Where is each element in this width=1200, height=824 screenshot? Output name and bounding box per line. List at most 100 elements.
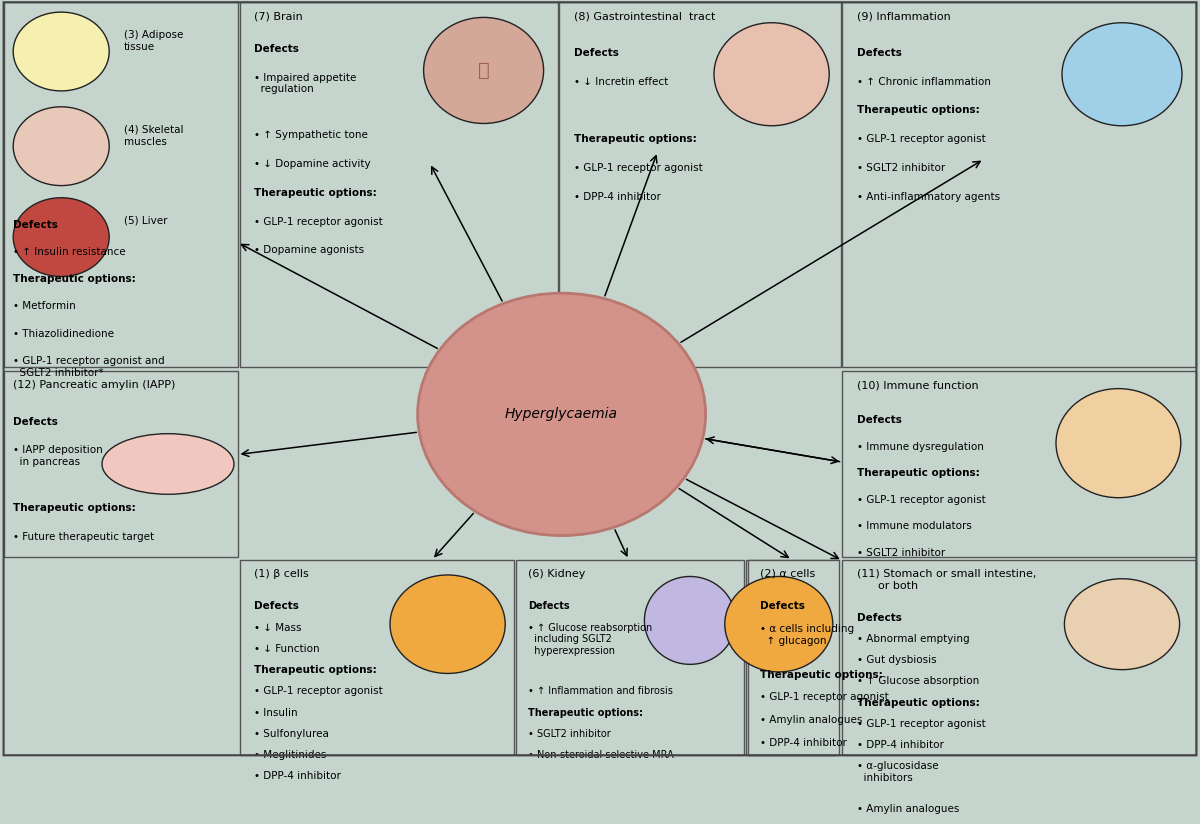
Text: • GLP-1 receptor agonist: • GLP-1 receptor agonist [574, 163, 702, 173]
Text: Defects: Defects [574, 48, 618, 58]
Text: 🧠: 🧠 [478, 61, 490, 80]
Text: • GLP-1 receptor agonist: • GLP-1 receptor agonist [857, 134, 985, 144]
Text: • Abnormal emptying: • Abnormal emptying [857, 634, 970, 644]
Text: • DPP-4 inhibitor: • DPP-4 inhibitor [760, 737, 846, 748]
Text: • Meglitinides: • Meglitinides [254, 750, 326, 760]
Text: (5) Liver: (5) Liver [124, 216, 167, 226]
Ellipse shape [644, 577, 736, 664]
Text: • Gut dysbiosis: • Gut dysbiosis [857, 655, 936, 665]
Text: Defects: Defects [857, 48, 901, 58]
Ellipse shape [725, 577, 833, 672]
Bar [240, 2, 558, 368]
Text: Therapeutic options:: Therapeutic options: [857, 468, 979, 478]
Text: • ↓ Mass: • ↓ Mass [254, 623, 302, 633]
Text: • Immune modulators: • Immune modulators [857, 522, 972, 531]
Text: • DPP-4 inhibitor: • DPP-4 inhibitor [857, 740, 943, 750]
Text: • Amylin analogues: • Amylin analogues [760, 715, 862, 725]
Text: • SGLT2 inhibitor: • SGLT2 inhibitor [857, 548, 946, 558]
Text: • Thiazolidinedione: • Thiazolidinedione [13, 329, 114, 339]
Text: • ↓ Dopamine activity: • ↓ Dopamine activity [254, 159, 371, 169]
Text: • Dopamine agonists: • Dopamine agonists [254, 246, 365, 255]
Text: Therapeutic options:: Therapeutic options: [857, 698, 979, 708]
Text: • Insulin: • Insulin [254, 708, 298, 718]
Text: Therapeutic options:: Therapeutic options: [13, 274, 136, 284]
Text: • ↑ Chronic inflammation: • ↑ Chronic inflammation [857, 77, 991, 87]
Ellipse shape [418, 293, 706, 536]
Text: • ↑ Inflammation and fibrosis: • ↑ Inflammation and fibrosis [528, 686, 673, 696]
Text: • Anti-inflammatory agents: • Anti-inflammatory agents [857, 192, 1000, 202]
Text: Defects: Defects [857, 613, 901, 623]
Ellipse shape [390, 575, 505, 673]
Text: • GLP-1 receptor agonist: • GLP-1 receptor agonist [857, 494, 985, 504]
Bar [240, 559, 514, 756]
Bar [746, 559, 836, 756]
Text: • α-glucosidase
  inhibitors: • α-glucosidase inhibitors [857, 761, 938, 783]
Bar [748, 559, 839, 756]
Ellipse shape [1056, 389, 1181, 498]
Text: Therapeutic options:: Therapeutic options: [254, 665, 377, 675]
Text: • Sulfonylurea: • Sulfonylurea [254, 728, 329, 739]
Text: (9) Inflammation: (9) Inflammation [857, 12, 950, 21]
Bar [842, 371, 1196, 557]
Bar [4, 371, 238, 557]
Text: (7) Brain: (7) Brain [254, 12, 304, 21]
Text: Therapeutic options:: Therapeutic options: [528, 708, 643, 718]
Text: Defects: Defects [857, 415, 901, 425]
Text: • Future therapeutic target: • Future therapeutic target [13, 531, 155, 542]
Ellipse shape [1062, 23, 1182, 126]
Text: Defects: Defects [13, 417, 58, 427]
Text: • Amylin analogues: • Amylin analogues [857, 803, 959, 814]
Ellipse shape [102, 433, 234, 494]
Text: • SGLT2 inhibitor: • SGLT2 inhibitor [857, 163, 946, 173]
Text: • ↑ Sympathetic tone: • ↑ Sympathetic tone [254, 130, 368, 140]
Text: Therapeutic options:: Therapeutic options: [857, 105, 979, 115]
Bar [559, 2, 841, 368]
Text: Therapeutic options:: Therapeutic options: [254, 188, 377, 198]
Ellipse shape [13, 12, 109, 91]
Text: Defects: Defects [13, 220, 58, 230]
Text: (8) Gastrointestinal  tract: (8) Gastrointestinal tract [574, 12, 715, 21]
Text: (1) β cells: (1) β cells [254, 569, 310, 579]
Text: (6) Kidney: (6) Kidney [528, 569, 586, 579]
Text: • ↑ Glucose absorption: • ↑ Glucose absorption [857, 677, 979, 686]
Text: • ↓ Function: • ↓ Function [254, 644, 320, 654]
Bar [842, 2, 1196, 368]
Bar [4, 2, 238, 368]
Text: Therapeutic options:: Therapeutic options: [574, 134, 696, 144]
Ellipse shape [13, 107, 109, 185]
Text: • GLP-1 receptor agonist: • GLP-1 receptor agonist [254, 686, 383, 696]
Text: • ↑ Insulin resistance: • ↑ Insulin resistance [13, 247, 126, 257]
Text: (4) Skeletal
muscles: (4) Skeletal muscles [124, 125, 184, 147]
Text: Defects: Defects [254, 602, 299, 611]
Ellipse shape [424, 17, 544, 124]
Bar [516, 559, 744, 756]
Text: • Metformin: • Metformin [13, 302, 76, 311]
Text: • SGLT2 inhibitor: • SGLT2 inhibitor [528, 728, 611, 739]
Text: (10) Immune function: (10) Immune function [857, 381, 978, 391]
Text: • GLP-1 receptor agonist and
  SGLT2 inhibitor*: • GLP-1 receptor agonist and SGLT2 inhib… [13, 356, 164, 377]
Text: (11) Stomach or small intestine,
      or both: (11) Stomach or small intestine, or both [857, 569, 1036, 591]
Ellipse shape [714, 23, 829, 126]
Text: (3) Adipose
tissue: (3) Adipose tissue [124, 30, 182, 52]
Text: • ↓ Incretin effect: • ↓ Incretin effect [574, 77, 668, 87]
Text: Therapeutic options:: Therapeutic options: [760, 670, 882, 680]
Text: • GLP-1 receptor agonist: • GLP-1 receptor agonist [760, 692, 888, 702]
Text: • GLP-1 receptor agonist: • GLP-1 receptor agonist [857, 719, 985, 729]
Bar [842, 559, 1196, 756]
Text: • Impaired appetite
  regulation: • Impaired appetite regulation [254, 73, 356, 94]
Text: Defects: Defects [528, 602, 570, 611]
Text: • Immune dysregulation: • Immune dysregulation [857, 442, 984, 452]
Text: Defects: Defects [760, 602, 804, 611]
Text: • DPP-4 inhibitor: • DPP-4 inhibitor [254, 771, 341, 781]
Text: Therapeutic options:: Therapeutic options: [13, 503, 136, 513]
Ellipse shape [1064, 578, 1180, 670]
Text: • ↑ Glucose reabsorption
  including SGLT2
  hyperexpression: • ↑ Glucose reabsorption including SGLT2… [528, 623, 653, 656]
Ellipse shape [13, 198, 109, 277]
Text: • α cells including
  ↑ glucagon: • α cells including ↑ glucagon [760, 625, 853, 646]
Text: • Non-steroidal selective MRA: • Non-steroidal selective MRA [528, 750, 673, 760]
Text: (2) α cells: (2) α cells [760, 569, 815, 579]
Text: (12) Pancreatic amylin (IAPP): (12) Pancreatic amylin (IAPP) [13, 381, 175, 391]
Text: • DPP-4 inhibitor: • DPP-4 inhibitor [574, 192, 660, 202]
Text: • IAPP deposition
  in pancreas: • IAPP deposition in pancreas [13, 446, 103, 467]
Text: • GLP-1 receptor agonist: • GLP-1 receptor agonist [254, 217, 383, 227]
